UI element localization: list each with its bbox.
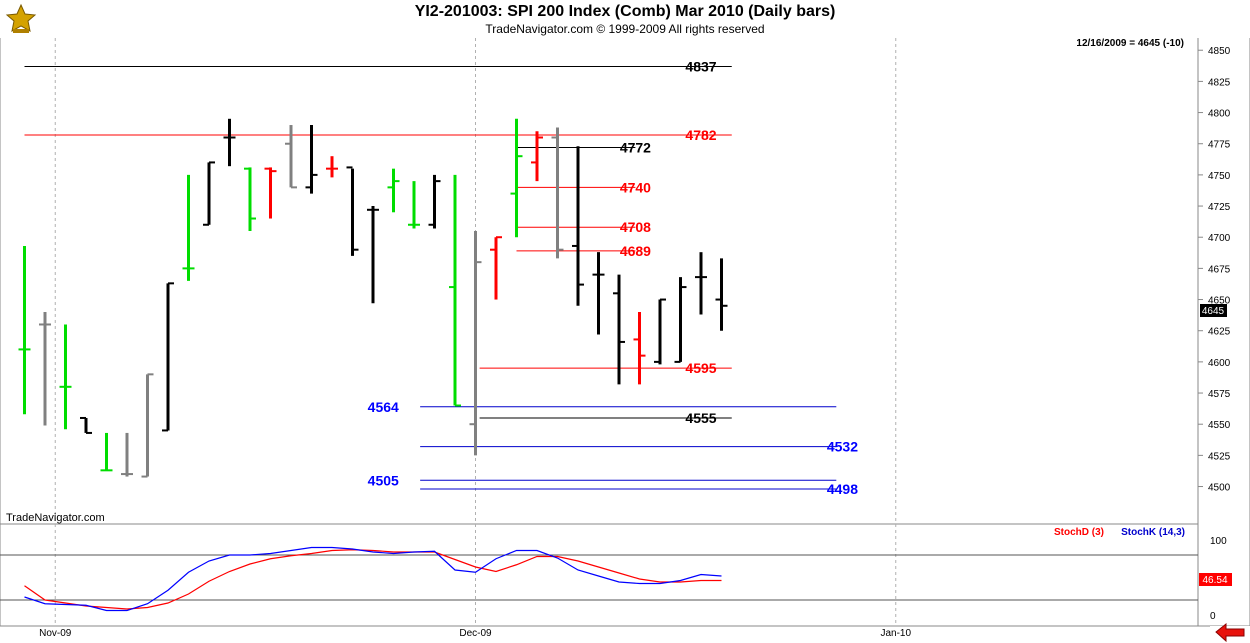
ohlc-bar <box>346 166 359 256</box>
ohlc-bar <box>39 312 51 426</box>
y-tick-label: 4500 <box>1208 483 1231 494</box>
ohlc-bar <box>654 298 666 365</box>
chart-header: YI2-201003: SPI 200 Index (Comb) Mar 201… <box>0 0 1250 38</box>
ohlc-bar <box>387 168 400 213</box>
ohlc-bar <box>100 432 113 472</box>
ohlc-bar <box>510 118 523 238</box>
ohlc-bar <box>141 373 154 478</box>
legend-stochk: StochK (14,3) <box>1121 527 1185 538</box>
chart-subtitle: TradeNavigator.com © 1999-2009 All right… <box>485 22 765 36</box>
ohlc-bar <box>59 324 72 430</box>
ohlc-bar <box>592 252 605 335</box>
level-label: 4498 <box>827 481 858 497</box>
ohlc-bar <box>264 167 277 219</box>
y-tick-label: 4600 <box>1208 358 1231 369</box>
ohlc-bar <box>121 432 133 477</box>
status-readout: 12/16/2009 = 4645 (-10) <box>1076 38 1184 49</box>
y-tick-label: 4750 <box>1208 171 1231 182</box>
ohlc-bar <box>469 230 482 456</box>
last-price-label: 4645 <box>1202 306 1225 317</box>
price-bars <box>18 118 728 478</box>
y-tick-label: 4625 <box>1208 327 1231 338</box>
x-tick-label: Jan-10 <box>880 628 911 639</box>
ohlc-bar <box>367 206 379 304</box>
stoch-tick-label: 100 <box>1210 536 1227 547</box>
y-tick-label: 4800 <box>1208 109 1231 120</box>
watermark: TradeNavigator.com <box>6 512 105 524</box>
ohlc-bar <box>326 156 338 178</box>
y-tick-label: 4850 <box>1208 46 1231 57</box>
y-tick-label: 4575 <box>1208 389 1231 400</box>
ohlc-bar <box>223 118 236 167</box>
ohlc-bar <box>182 174 195 281</box>
ohlc-bar <box>613 274 625 385</box>
y-tick-label: 4725 <box>1208 202 1231 213</box>
series-line <box>24 546 722 612</box>
level-label: 4782 <box>685 127 716 143</box>
level-label: 4772 <box>620 139 651 155</box>
ohlc-bar <box>162 282 174 432</box>
ohlc-bar <box>428 174 441 229</box>
chart-title: YI2-201003: SPI 200 Index (Comb) Mar 201… <box>414 3 836 20</box>
series-line <box>24 549 722 610</box>
scroll-left-icon[interactable] <box>1210 622 1250 643</box>
x-tick-label: Nov-09 <box>39 628 72 639</box>
ohlc-bar <box>285 125 297 189</box>
logo-icon <box>4 2 38 36</box>
stochastic-panel <box>0 523 1199 627</box>
stoch-value-label: 46.54 <box>1202 575 1227 586</box>
level-label: 4555 <box>685 410 716 426</box>
y-tick-label: 4550 <box>1208 420 1231 431</box>
ohlc-bar <box>18 245 31 415</box>
ohlc-bar <box>633 312 646 385</box>
legend-stochd: StochD (3) <box>1054 527 1104 538</box>
y-tick-label: 4700 <box>1208 233 1231 244</box>
ohlc-bar <box>80 416 92 434</box>
y-tick-label: 4650 <box>1208 296 1231 307</box>
level-label: 4689 <box>620 243 651 259</box>
level-label: 4708 <box>620 219 651 235</box>
support-resistance-levels: 4837 4782 4772 4740 4708 4689 4595 4564 4555 4532… <box>24 58 858 497</box>
ohlc-bar <box>695 252 707 315</box>
y-tick-label: 4825 <box>1208 77 1231 88</box>
stochastic-lines <box>0 546 1198 612</box>
y-tick-label: 4775 <box>1208 140 1231 151</box>
y-tick-label: 4675 <box>1208 264 1231 275</box>
level-label: 4837 <box>685 58 716 74</box>
ohlc-bar <box>244 167 256 231</box>
ohlc-bar <box>490 236 502 300</box>
ohlc-bar <box>449 174 461 407</box>
date-axis: Nov-09 Dec-09 Jan-10 <box>39 628 911 639</box>
ohlc-bar <box>305 125 318 194</box>
level-label: 4532 <box>827 439 858 455</box>
ohlc-bar <box>715 258 728 331</box>
ohlc-bar <box>572 146 584 306</box>
stoch-tick-label: 0 <box>1210 611 1216 622</box>
y-tick-label: 4525 <box>1208 451 1231 462</box>
ohlc-bar <box>551 127 564 259</box>
last-price-tag <box>1200 304 1227 317</box>
level-label: 4505 <box>368 472 399 488</box>
ohlc-bar <box>674 277 687 363</box>
x-tick-label: Dec-09 <box>459 628 492 639</box>
ohlc-bar <box>203 161 215 226</box>
ohlc-bar <box>408 181 420 229</box>
price-axis: 4850 4825 4800 4775 4750 4725 4700 4675 4650 4625… <box>1198 46 1231 494</box>
level-label: 4564 <box>368 399 399 415</box>
stoch-value-tag <box>1199 573 1232 586</box>
time-gridlines <box>54 38 897 625</box>
stochastic-axis: 100 0 <box>1210 536 1227 622</box>
level-label: 4740 <box>620 179 651 195</box>
ohlc-bar <box>531 131 543 182</box>
y-axis-panel <box>1197 36 1250 627</box>
level-label: 4595 <box>685 360 716 376</box>
